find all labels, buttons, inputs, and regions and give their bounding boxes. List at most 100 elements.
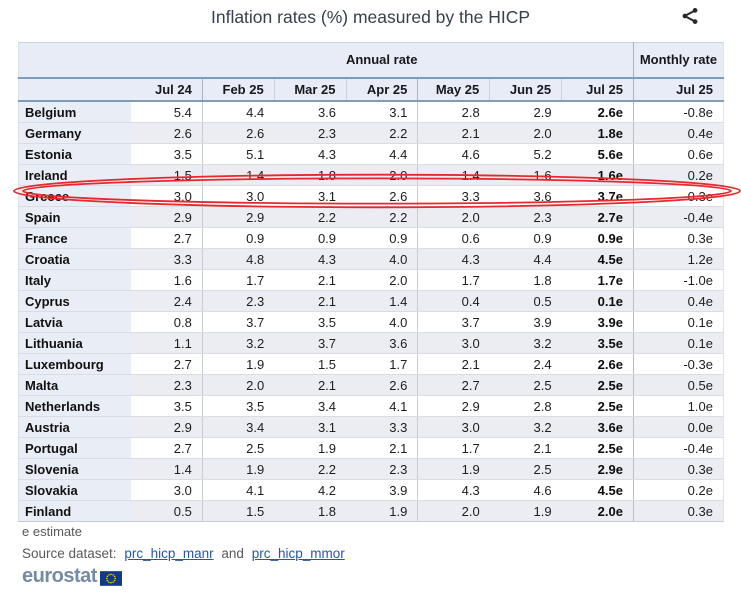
annual-value-cell: 1.6 [130,269,203,291]
eurostat-logo-text: eurostat [22,565,97,587]
annual-value-cell: 3.2 [489,332,562,354]
monthly-value-cell: -0.8e [632,101,724,123]
annual-value-cell: 2.1 [489,437,562,459]
annual-value-cell: 2.0 [417,206,490,228]
annual-value-cell: 3.1 [346,101,418,123]
annual-value-cell: 0.9 [201,227,275,249]
source-link-manr[interactable]: prc_hicp_manr [124,546,214,561]
annual-value-cell: 2.5e [561,395,634,417]
annual-value-cell: 4.8 [201,248,275,270]
table-row: Italy 1.6 1.7 2.1 2.0 1.7 1.8 1.7e -1.0e [18,269,724,291]
annual-value-cell: 2.0 [489,122,562,144]
table-row: Luxembourg 2.7 1.9 1.5 1.7 2.1 2.4 2.6e -0.3e [18,353,724,375]
annual-value-cell: 2.7 [130,353,203,375]
country-label: Ireland [18,164,131,186]
monthly-rate-header: Monthly rate [632,42,724,79]
country-label: France [18,227,131,249]
annual-value-cell: 2.1 [274,290,347,312]
annual-value-cell: 2.2 [274,206,347,228]
monthly-value-cell: 0.3e [632,458,724,480]
annual-value-cell: 3.5e [561,332,634,354]
annual-value-cell: 2.1 [346,437,418,459]
annual-value-cell: 4.1 [201,479,275,501]
annual-value-cell: 3.6e [561,416,634,438]
eu-flag-icon [99,570,122,586]
table-row: Greece 3.0 3.0 3.1 2.6 3.3 3.6 3.7e -0.3e [18,185,724,207]
eurostat-logo: eurostat [22,565,122,588]
annual-value-cell: 4.1 [346,395,418,417]
monthly-value-cell: 0.2e [632,164,724,186]
table-row: Malta 2.3 2.0 2.1 2.6 2.7 2.5 2.5e 0.5e [18,374,724,396]
annual-value-cell: 1.7 [346,353,418,375]
annual-value-cell: 0.9 [274,227,347,249]
annual-value-cell: 2.3 [201,290,275,312]
annual-value-cell: 1.5 [201,500,275,522]
country-label: Slovakia [18,479,131,501]
monthly-value-cell: 1.0e [632,395,724,417]
monthly-value-cell: 0.3e [632,500,724,522]
table-row: Austria 2.9 3.4 3.1 3.3 3.0 3.2 3.6e 0.0e [18,416,724,438]
annual-value-cell: 2.6 [201,122,275,144]
share-icon [682,8,698,24]
country-label: Belgium [18,101,131,123]
annual-value-cell: 1.8 [274,500,347,522]
annual-value-cell: 4.0 [346,311,418,333]
annual-value-cell: 0.9 [489,227,562,249]
monthly-value-cell: 0.6e [632,143,724,165]
annual-value-cell: 1.7e [561,269,634,291]
source-prefix: Source dataset: [22,546,117,561]
annual-value-cell: 1.7 [417,269,490,291]
annual-value-cell: 2.3 [130,374,203,396]
country-label: Latvia [18,311,131,333]
country-label: Slovenia [18,458,131,480]
annual-value-cell: 1.4 [130,458,203,480]
corner-cell [18,78,131,102]
annual-value-cell: 4.4 [346,143,418,165]
table-row: Latvia 0.8 3.7 3.5 4.0 3.7 3.9 3.9e 0.1e [18,311,724,333]
annual-value-cell: 1.4 [417,164,490,186]
annual-value-cell: 3.7e [561,185,634,207]
country-label: Lithuania [18,332,131,354]
table-row: Spain 2.9 2.9 2.2 2.2 2.0 2.3 2.7e -0.4e [18,206,724,228]
annual-value-cell: 1.9 [274,437,347,459]
monthly-value-cell: -0.3e [632,185,724,207]
annual-value-cell: 4.3 [274,143,347,165]
annual-value-cell: 2.1 [417,122,490,144]
monthly-value-cell: 0.4e [632,122,724,144]
annual-value-cell: 2.6 [346,374,418,396]
annual-value-cell: 0.5 [130,500,203,522]
annual-value-cell: 2.5e [561,374,634,396]
table-row: Cyprus 2.4 2.3 2.1 1.4 0.4 0.5 0.1e 0.4e [18,290,724,312]
annual-value-cell: 3.5 [130,143,203,165]
annual-value-cell: 3.9 [489,311,562,333]
annual-value-cell: 2.1 [274,374,347,396]
inflation-table: Annual rate Monthly rate Jul 24 Feb 25 M… [18,42,724,522]
table-row: France 2.7 0.9 0.9 0.9 0.6 0.9 0.9e 0.3e [18,227,724,249]
annual-value-cell: 3.0 [201,185,275,207]
annual-value-cell: 3.0 [417,416,490,438]
monthly-value-cell: 0.1e [632,311,724,333]
annual-value-cell: 3.5 [130,395,203,417]
annual-value-cell: 1.7 [201,269,275,291]
annual-value-cell: 2.9 [417,395,490,417]
col-header-mar25: Mar 25 [273,78,347,102]
annual-value-cell: 2.3 [274,122,347,144]
annual-value-cell: 2.1 [417,353,490,375]
annual-value-cell: 3.3 [417,185,490,207]
col-header-may25: May 25 [417,78,490,102]
annual-value-cell: 2.9 [130,416,203,438]
share-button[interactable] [681,7,701,27]
source-link-mmor[interactable]: prc_hicp_mmor [251,546,345,561]
annual-value-cell: 2.6e [561,101,634,123]
annual-value-cell: 4.5e [561,479,634,501]
annual-value-cell: 1.9 [489,500,562,522]
table-row: Germany 2.6 2.6 2.3 2.2 2.1 2.0 1.8e 0.4e [18,122,724,144]
monthly-value-cell: -0.4e [632,206,724,228]
annual-value-cell: 2.4 [489,353,562,375]
annual-value-cell: 2.6 [346,185,418,207]
annual-value-cell: 0.9e [561,227,634,249]
annual-value-cell: 4.4 [201,101,275,123]
annual-value-cell: 2.7 [130,437,203,459]
table-row: Croatia 3.3 4.8 4.3 4.0 4.3 4.4 4.5e 1.2e [18,248,724,270]
annual-value-cell: 0.8 [130,311,203,333]
